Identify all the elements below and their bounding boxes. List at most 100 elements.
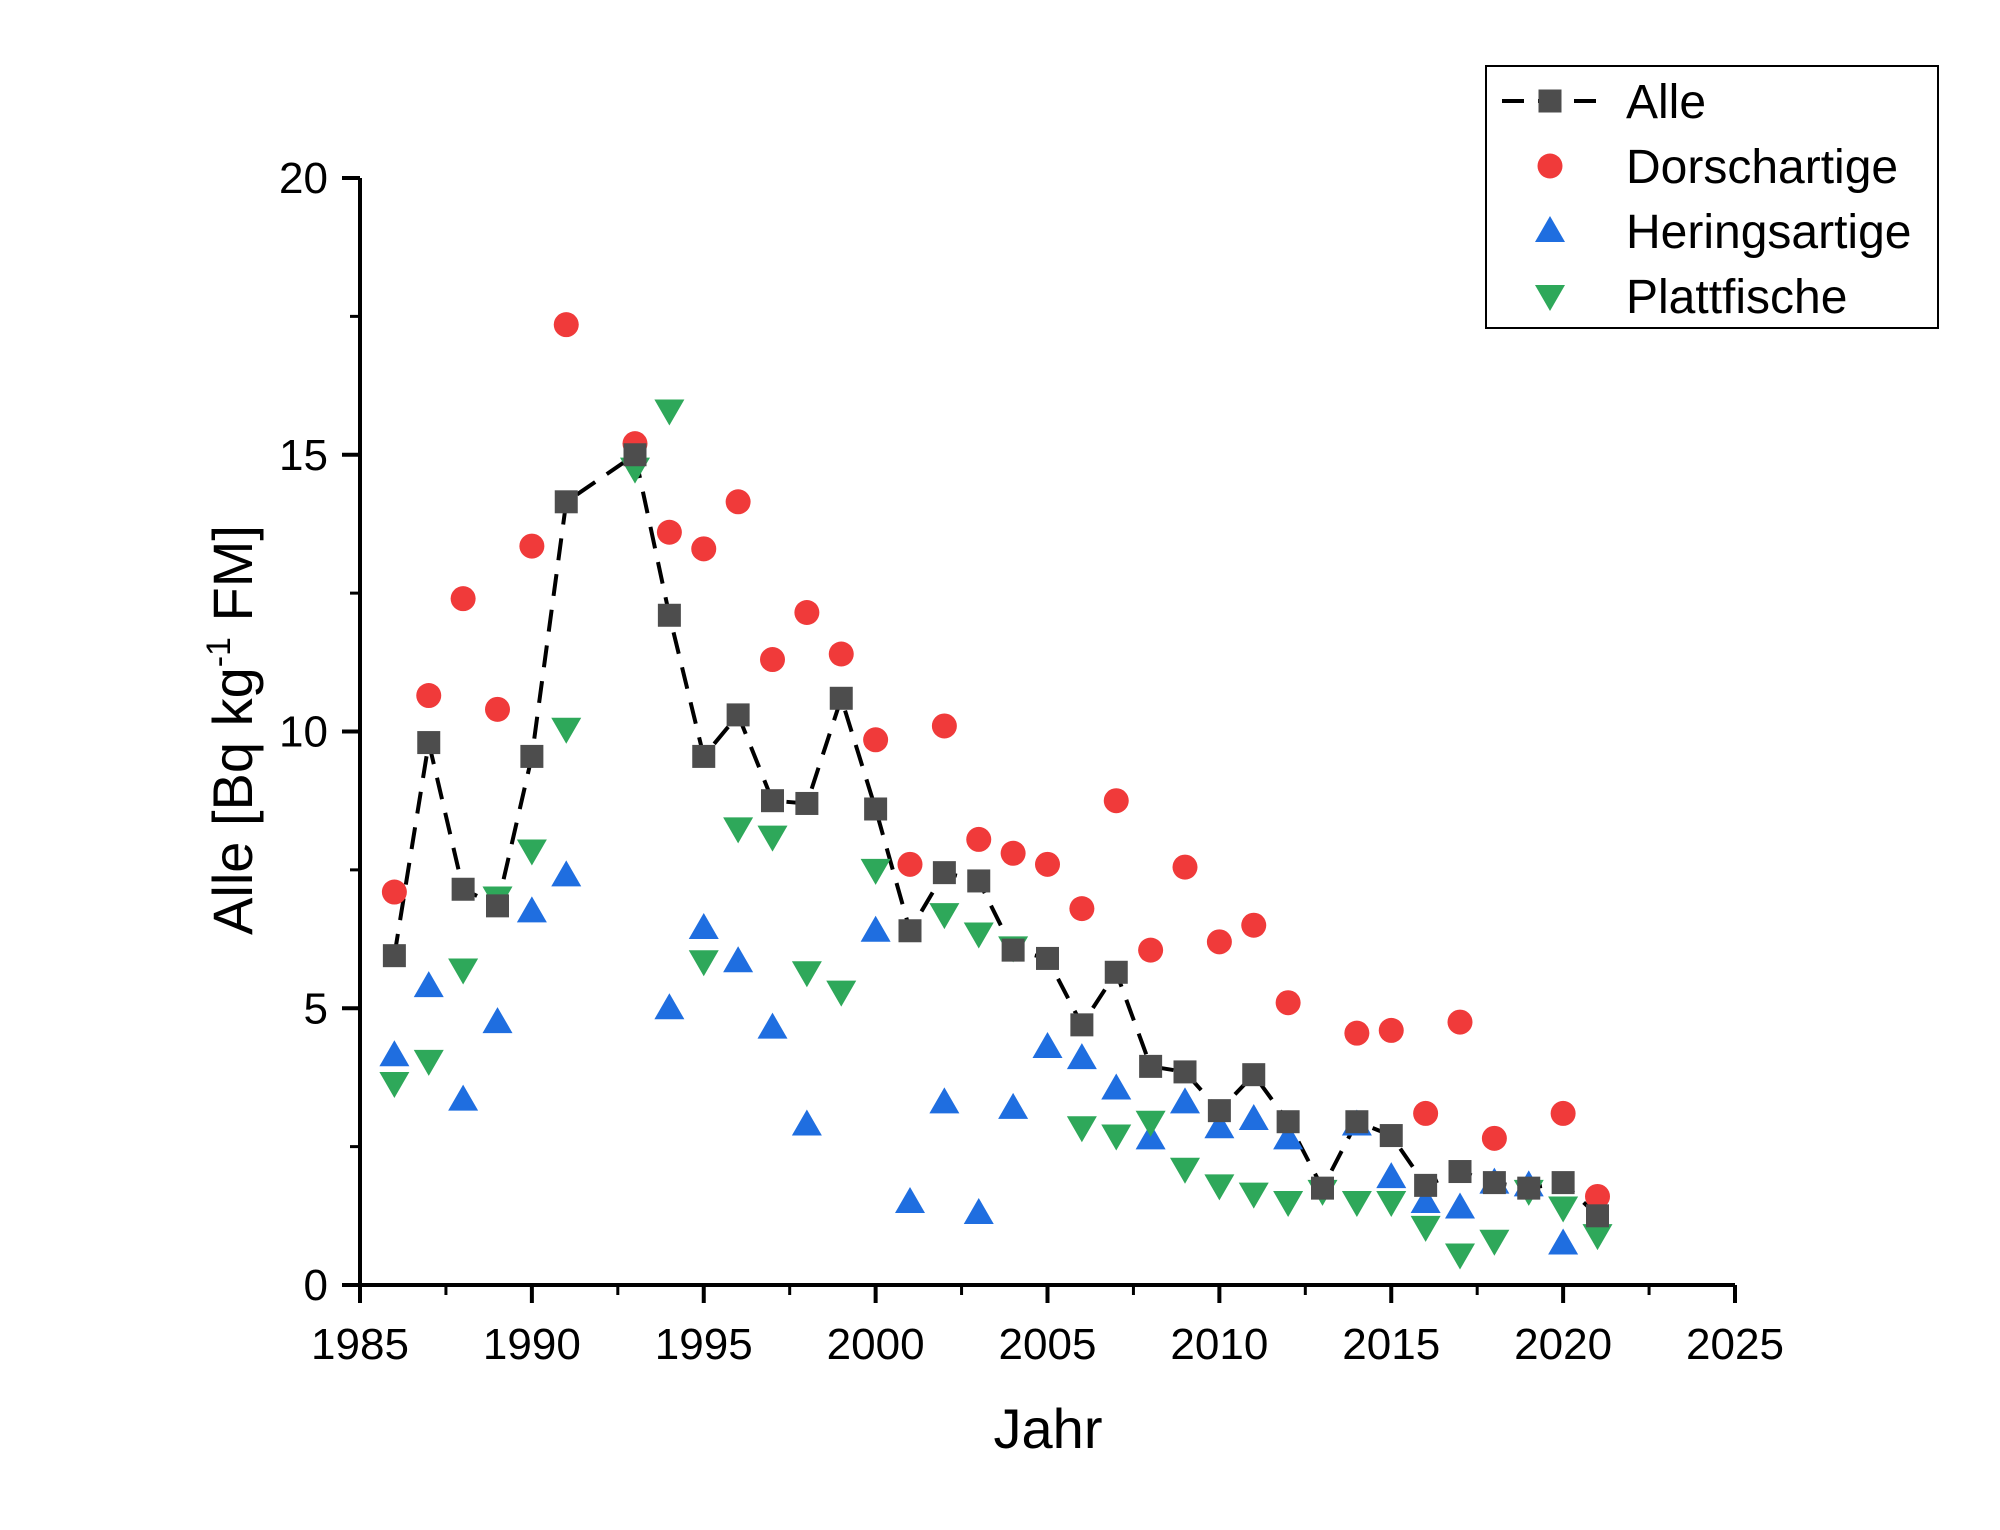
data-point bbox=[1273, 1190, 1304, 1217]
data-point bbox=[516, 839, 547, 866]
data-point bbox=[551, 860, 582, 887]
series-alle bbox=[382, 443, 1609, 1228]
data-point bbox=[1241, 912, 1267, 938]
data-point bbox=[723, 817, 754, 844]
data-point bbox=[761, 789, 784, 813]
data-point bbox=[551, 717, 582, 744]
series-dorschartige bbox=[381, 312, 1610, 1209]
data-point bbox=[1410, 1186, 1441, 1213]
data-point bbox=[1448, 1160, 1472, 1184]
data-point bbox=[1273, 1123, 1304, 1150]
data-point bbox=[1001, 938, 1025, 962]
legend-label: Plattfische bbox=[1626, 271, 1847, 324]
data-point bbox=[1103, 788, 1129, 814]
data-point bbox=[826, 980, 857, 1007]
data-point bbox=[828, 641, 854, 667]
data-point bbox=[1414, 1173, 1438, 1197]
data-point bbox=[1344, 1020, 1370, 1046]
data-point bbox=[516, 896, 547, 923]
data-point bbox=[963, 922, 994, 949]
legend-marker-heringsartige bbox=[1535, 216, 1565, 242]
data-point bbox=[1032, 1031, 1063, 1058]
data-point bbox=[1206, 929, 1232, 955]
legend-label: Dorschartige bbox=[1626, 141, 1898, 194]
data-point bbox=[791, 961, 822, 988]
data-point bbox=[1413, 1100, 1439, 1126]
x-tick-label: 1985 bbox=[311, 1320, 409, 1369]
data-point bbox=[553, 312, 579, 338]
data-point bbox=[1550, 1100, 1576, 1126]
x-tick-label: 2000 bbox=[827, 1320, 925, 1369]
data-point bbox=[794, 599, 820, 625]
data-point bbox=[413, 1049, 444, 1076]
legend-items: Alle Dorschartige Heringsartige Plattfische bbox=[1498, 76, 1911, 324]
series-line-alle bbox=[392, 451, 1599, 1218]
x-ticks: 1985 1990 1995 2000 2005 2010 2015 2020 2025 bbox=[311, 1285, 1784, 1369]
data-point bbox=[691, 536, 717, 562]
data-point bbox=[623, 443, 647, 467]
legend-label: Alle bbox=[1626, 76, 1706, 129]
data-point bbox=[1481, 1125, 1507, 1151]
data-point bbox=[379, 1071, 410, 1098]
data-point bbox=[1173, 1060, 1197, 1084]
data-point bbox=[795, 791, 819, 815]
data-point bbox=[1445, 1243, 1475, 1270]
data-point bbox=[757, 825, 788, 852]
data-point bbox=[860, 858, 891, 885]
data-point bbox=[1378, 1017, 1404, 1043]
data-point bbox=[1172, 854, 1198, 880]
data-point bbox=[520, 744, 544, 768]
data-point bbox=[864, 797, 888, 821]
data-point bbox=[1000, 840, 1026, 866]
data-point bbox=[448, 958, 479, 985]
y-axis-title: Alle [Bq kg-1 FM] bbox=[200, 525, 264, 935]
data-point bbox=[1482, 1171, 1506, 1195]
y-tick-label: 20 bbox=[279, 154, 328, 203]
y-ticks: 0 5 10 15 20 bbox=[279, 154, 360, 1310]
legend-marker-plattfische bbox=[1535, 285, 1565, 311]
data-point bbox=[929, 1087, 960, 1114]
data-point bbox=[1170, 1087, 1200, 1114]
x-tick-label: 2015 bbox=[1342, 1320, 1440, 1369]
data-point bbox=[450, 586, 476, 612]
data-point bbox=[1276, 1110, 1300, 1134]
data-point bbox=[1204, 1174, 1235, 1201]
data-point bbox=[1170, 1157, 1200, 1184]
data-point bbox=[931, 713, 957, 739]
data-point bbox=[1311, 1176, 1334, 1200]
data-point bbox=[486, 894, 509, 918]
data-point bbox=[382, 944, 406, 968]
data-point bbox=[1376, 1190, 1407, 1217]
data-point bbox=[967, 869, 991, 893]
data-point bbox=[1548, 1228, 1579, 1255]
data-point bbox=[1548, 1196, 1579, 1223]
x-tick-label: 2025 bbox=[1686, 1320, 1784, 1369]
data-point bbox=[482, 1007, 513, 1034]
data-point bbox=[554, 490, 578, 514]
data-point bbox=[485, 696, 510, 722]
y-tick-label: 5 bbox=[304, 984, 328, 1033]
data-point bbox=[998, 1092, 1029, 1119]
data-point bbox=[1582, 1224, 1613, 1251]
data-point bbox=[897, 851, 923, 877]
data-point bbox=[1410, 1215, 1441, 1242]
data-point bbox=[791, 1109, 822, 1136]
data-point bbox=[657, 603, 681, 627]
data-point bbox=[1376, 1162, 1407, 1189]
data-point bbox=[1139, 1054, 1163, 1078]
data-point bbox=[1379, 1124, 1403, 1148]
data-point bbox=[1238, 1182, 1269, 1209]
data-point bbox=[1069, 896, 1095, 922]
data-point bbox=[760, 647, 785, 673]
data-point bbox=[1036, 946, 1059, 970]
plot-area bbox=[379, 312, 1613, 1270]
data-point bbox=[1551, 1171, 1575, 1195]
data-point bbox=[416, 683, 442, 709]
data-point bbox=[1135, 1110, 1166, 1137]
data-point bbox=[895, 1186, 925, 1213]
data-point bbox=[757, 1012, 788, 1039]
data-point bbox=[1445, 1192, 1475, 1219]
y-tick-label: 15 bbox=[279, 431, 328, 480]
data-point bbox=[863, 727, 889, 753]
